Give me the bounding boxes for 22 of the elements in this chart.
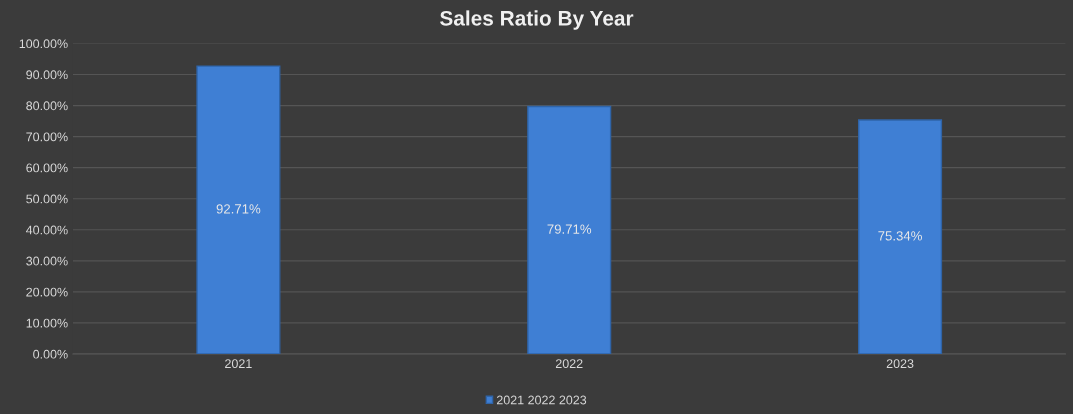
y-tick-label: 20.00% [26, 287, 68, 297]
data-label: 79.71% [547, 224, 592, 234]
y-tick-label: 0.00% [33, 349, 68, 359]
data-label: 75.34% [878, 231, 922, 241]
x-tick-label: 2021 [225, 359, 252, 369]
x-tick-label: 2022 [555, 359, 583, 369]
bar [196, 65, 281, 354]
y-tick-label: 30.00% [26, 256, 68, 266]
x-tick-label: 2023 [886, 359, 914, 369]
bar [858, 119, 943, 354]
y-tick-label: 10.00% [26, 318, 68, 328]
data-label: 92.71% [216, 204, 261, 214]
chart-title: Sales Ratio By Year [440, 10, 634, 30]
y-tick-label: 100.00% [19, 39, 68, 49]
y-tick-label: 40.00% [26, 225, 68, 235]
y-tick-label: 60.00% [26, 163, 68, 173]
bar [527, 105, 612, 354]
y-tick-label: 50.00% [26, 194, 68, 204]
y-tick-label: 70.00% [26, 132, 68, 142]
legend-label: 2021 2022 2023 [496, 395, 587, 405]
y-tick-label: 80.00% [26, 101, 68, 111]
y-tick-label: 90.00% [26, 70, 68, 80]
